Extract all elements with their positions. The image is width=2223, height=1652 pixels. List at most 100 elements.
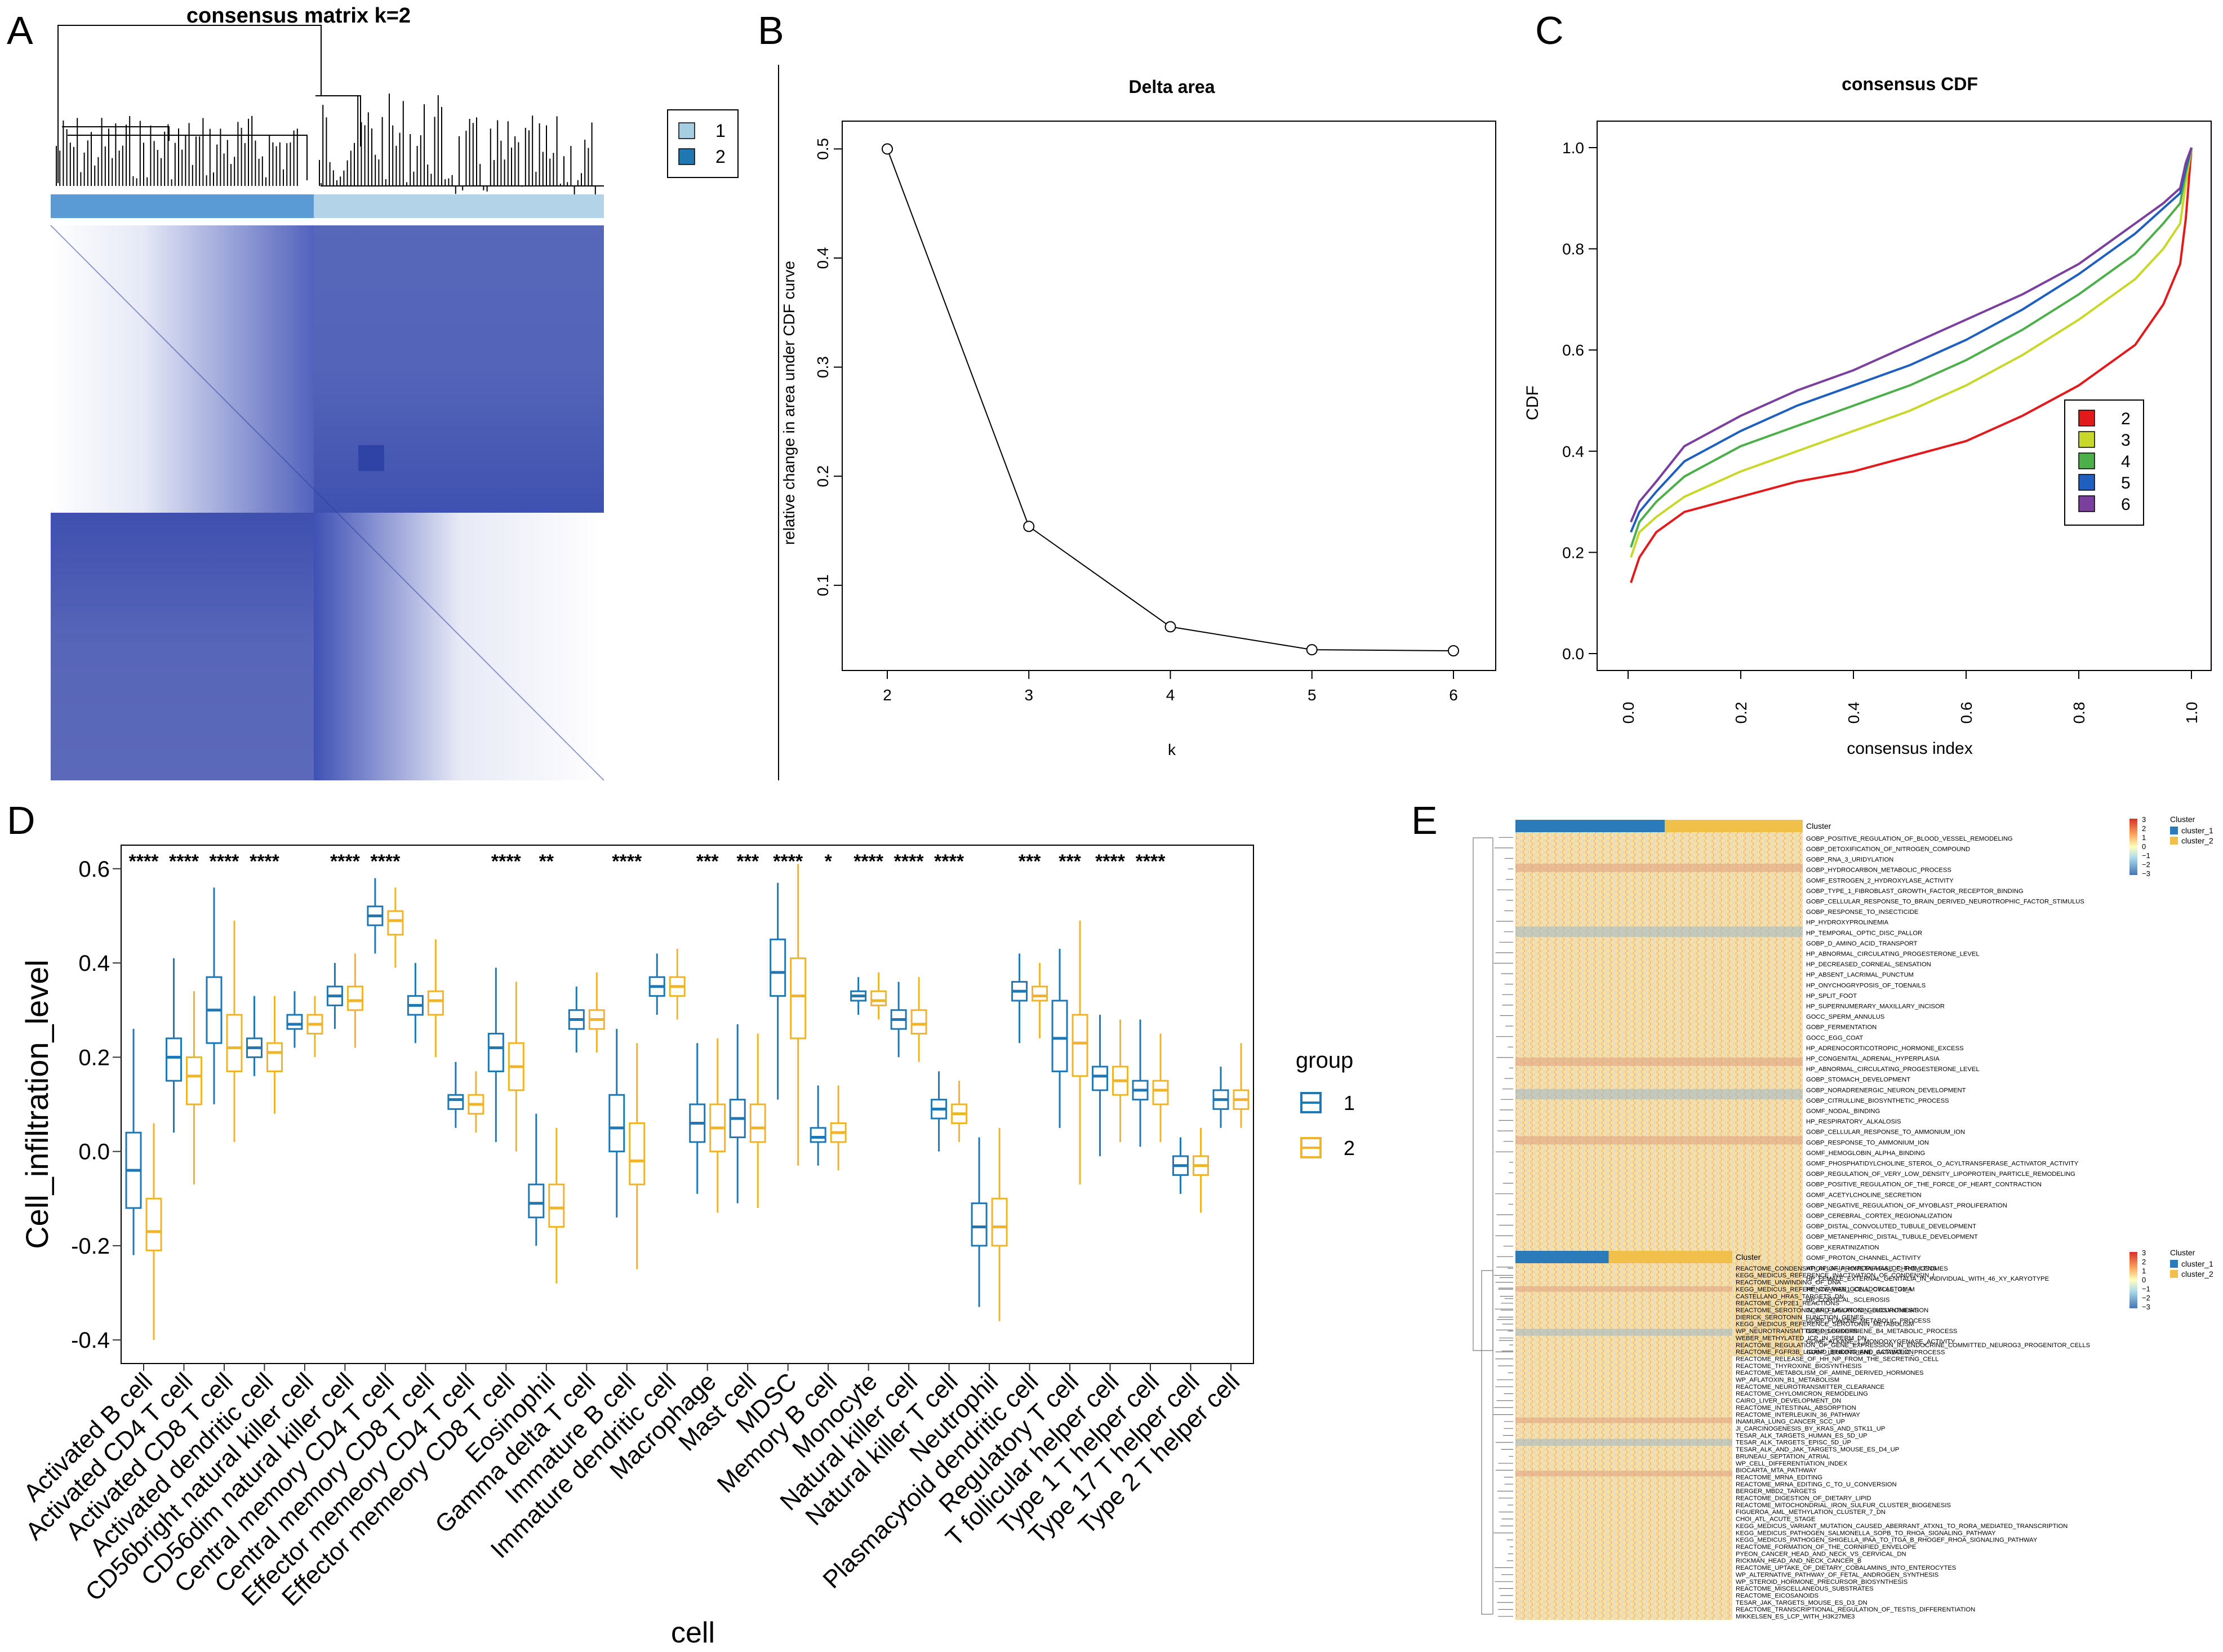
row-label: GOBP_CITRULLINE_BIOSYNTHETIC_PROCESS xyxy=(1806,1098,1949,1104)
significance-marker: **** xyxy=(169,851,199,872)
panel-label-b: B xyxy=(758,8,784,52)
cdf-line-k2 xyxy=(1630,147,2193,583)
cdf-legend-label-5: 5 xyxy=(2121,474,2131,492)
row-label: GOBP_RNA_3_URIDYLATION xyxy=(1806,856,1893,863)
row-label: GOBP_NEGATIVE_REGULATION_OF_MYOBLAST_PRO… xyxy=(1806,1202,2007,1209)
row-label: TESAR_ALK_TARGETS_HUMAN_ES_5D_UP xyxy=(1736,1432,1868,1439)
row-label: BERGER_MBD2_TARGETS xyxy=(1736,1488,1816,1495)
colorbar-tick-label: −3 xyxy=(2142,1303,2150,1311)
row-label: REACTOME_SEROTONIN_AND_MELATONIN_BIOSYNT… xyxy=(1736,1307,1919,1314)
y-tick-label: 1.0 xyxy=(1562,139,1584,157)
row-label: GOBP_FLAVONE_METABOLIC_PROCESS xyxy=(1806,1317,1931,1324)
row-label: WP_ALTERNATIVE_PATHWAY_OF_FETAL_ANDROGEN… xyxy=(1736,1571,1939,1578)
y-tick-label: 0.0 xyxy=(78,1140,110,1165)
row-label: HP_SUPERNUMERARY_MAXILLARY_INCISOR xyxy=(1806,1003,1945,1010)
significance-marker: **** xyxy=(209,851,239,872)
box xyxy=(629,1122,646,1185)
row-label: HP_ADRENOCORTICOTROPIC_HORMONE_EXCESS xyxy=(1806,1045,1964,1052)
row-label: CAIRO_LIVER_DEVELOPMENT_DN xyxy=(1736,1398,1841,1405)
y-tick-label: -0.2 xyxy=(71,1234,110,1259)
significance-marker: **** xyxy=(612,851,642,872)
row-label: KEGG_MEDICUS_VARIANT_MUTATION_CAUSED_ABE… xyxy=(1736,1523,2068,1530)
colorbar xyxy=(2129,1252,2137,1308)
row-label: GOBP_HYDROCARBON_METABOLIC_PROCESS xyxy=(1806,867,1951,874)
box xyxy=(165,1037,182,1082)
colorbar-tick-label: 3 xyxy=(2142,815,2146,824)
row-label: HP_FEMALE_EXTERNAL_GENITALIA_IN_INDIVIDU… xyxy=(1806,1276,2049,1282)
cdf-legend-swatch-5 xyxy=(2078,474,2095,491)
row-label: KEGG_MEDICUS_REFERENCE_SEROTONIN_METABOL… xyxy=(1736,1321,1914,1328)
infiltration-plot-frame xyxy=(121,845,1254,1364)
row-label: GOBP_CELLULAR_RESPONSE_TO_BRAIN_DERIVED_… xyxy=(1806,898,2084,905)
row-label: KEGG_MEDICUS_REFERENCE_INACTIVATION_OF_C… xyxy=(1736,1272,1935,1279)
pathway-heatmaps-panel: Cluster GOBP_POSITIVE_REGULATION_OF_BLOOD… xyxy=(1473,815,2213,1620)
row-label: GOBP_POSITIVE_REGULATION_OF_BLOOD_VESSEL… xyxy=(1806,836,2013,842)
colorbar-tick-label: 0 xyxy=(2142,1276,2146,1284)
x-tick-label: 5 xyxy=(1308,686,1317,704)
annotation-bar-cluster-1 xyxy=(1515,1251,1609,1263)
consensus-matrix-title: consensus matrix k=2 xyxy=(186,4,411,28)
y-tick-label: 0.4 xyxy=(1562,443,1584,460)
dendrogram-root-branch xyxy=(57,25,322,183)
row-label: GOCC_SPERM_ANNULUS xyxy=(1806,1014,1884,1020)
legend-cluster-label: cluster_2 xyxy=(2181,1269,2213,1278)
row-label: DIERICK_SEROTONIN_FUNCTION_GENES xyxy=(1736,1314,1864,1321)
box xyxy=(548,1183,565,1228)
dendrogram-cluster-1-baseline xyxy=(321,183,604,186)
row-label: GOBP_STOMACH_DEVELOPMENT xyxy=(1806,1077,1910,1083)
row-label: WP_STEROID_HORMONE_PRECURSOR_BIOSYNTHESI… xyxy=(1736,1579,1908,1586)
legend-title: group xyxy=(1296,1048,1353,1073)
row-label: GOBP_FERMENTATION xyxy=(1806,1024,1877,1031)
x-tick-label: 0.0 xyxy=(1620,702,1637,724)
row-label: GOBP_NORADRENERGIC_NEURON_DEVELOPMENT xyxy=(1806,1087,1966,1094)
annotation-bar-title: Cluster xyxy=(1736,1253,1761,1262)
delta-area-point xyxy=(1023,521,1035,532)
row-label: BIOCARTA_MTA_PATHWAY xyxy=(1736,1467,1817,1474)
row-label: CASTELLANO_HRAS_TARGETS_DN xyxy=(1736,1293,1844,1300)
row-label: GOBP_LEUKOTRIENE_CATABOLIC_PROCESS xyxy=(1806,1349,1945,1356)
dendrogram-branch xyxy=(62,126,170,141)
pathway-heatmap-bottom: Cluster REACTOME_CONDENSATION_OF_PROMETAP… xyxy=(1481,1248,2213,1620)
cdf-line-k5 xyxy=(1630,147,2193,533)
colorbar-tick-label: −2 xyxy=(2142,1294,2150,1302)
x-tick-label: 4 xyxy=(1166,686,1175,704)
row-label: GOMF_ACETYLCHOLINE_SECRETION xyxy=(1806,1192,1922,1198)
box xyxy=(1051,1000,1068,1072)
cell-infiltration-panel: -0.4 -0.2 0.0 0.2 0.4 0.6 Cell_infiltration_le… xyxy=(19,845,1355,1649)
box xyxy=(790,957,807,1040)
row-label: GOMF_NODAL_BINDING xyxy=(1806,1108,1880,1114)
row-label: GOMF_ALKANE_1_MONOOXYGENASE_ACTIVITY xyxy=(1806,1339,1955,1345)
row-label: HP_ABNORMAL_CIRCULATING_PROGESTERONE_LEV… xyxy=(1806,951,1980,957)
row-label: REACTOME_EICOSANOIDS xyxy=(1736,1592,1819,1599)
x-tick-label: 0.2 xyxy=(1732,702,1750,724)
consensus-cdf-plot-frame xyxy=(1597,121,2212,671)
row-label: GOBP_CEREBRAL_CORTEX_REGIONALIZATION xyxy=(1806,1213,1952,1219)
row-label: REACTOME_NEUROTRANSMITTER_CLEARANCE xyxy=(1736,1384,1884,1391)
box xyxy=(1152,1080,1169,1105)
y-tick-label: 0.5 xyxy=(814,138,832,160)
row-label: GOMF_HEMOGLOBIN_ALPHA_BINDING xyxy=(1806,1150,1925,1157)
heatmap-band xyxy=(1515,1089,1803,1100)
row-label: MIKKELSEN_ES_LCP_WITH_H3K27ME3 xyxy=(1736,1614,1855,1620)
row-label: REACTOME_INTERLEUKIN_36_PATHWAY xyxy=(1736,1411,1860,1418)
x-tick-label: 0.8 xyxy=(2070,702,2088,724)
y-tick-label: 0.2 xyxy=(1562,544,1584,561)
row-label: GOBP_RESPONSE_TO_INSECTICIDE xyxy=(1806,909,1918,916)
colorbar xyxy=(2129,819,2137,875)
colorbar-tick-label: −1 xyxy=(2142,1285,2150,1293)
y-tick-label: 0.1 xyxy=(814,574,832,596)
box xyxy=(185,1056,202,1105)
row-label: TESAR_JAK_TARGETS_MOUSE_ES_D3_DN xyxy=(1736,1600,1868,1606)
row-label: GOBP_DISTAL_CONVOLUTED_TUBULE_DEVELOPMEN… xyxy=(1806,1223,1976,1230)
box xyxy=(447,1094,464,1110)
y-tick-label: 0.8 xyxy=(1562,241,1584,258)
cluster-bar-1 xyxy=(314,194,604,218)
row-label: REACTOME_FORMATION_OF_THE_CORNIFIED_ENVE… xyxy=(1736,1544,1916,1551)
row-label: KEGG_MEDICUS_PATHOGEN_SALMONELLA_SOPB_TO… xyxy=(1736,1530,1996,1536)
cdf-legend-swatch-4 xyxy=(2078,452,2095,469)
row-label: REACTOME_METABOLISM_OF_AMINE_DERIVED_HOR… xyxy=(1736,1370,1923,1376)
heatmap-band xyxy=(1515,863,1803,872)
legend-swatch-2 xyxy=(678,148,695,165)
cluster-legend-box xyxy=(667,109,739,178)
row-label: PYEON_CANCER_HEAD_AND_NECK_VS_CERVICAL_D… xyxy=(1736,1551,1906,1557)
